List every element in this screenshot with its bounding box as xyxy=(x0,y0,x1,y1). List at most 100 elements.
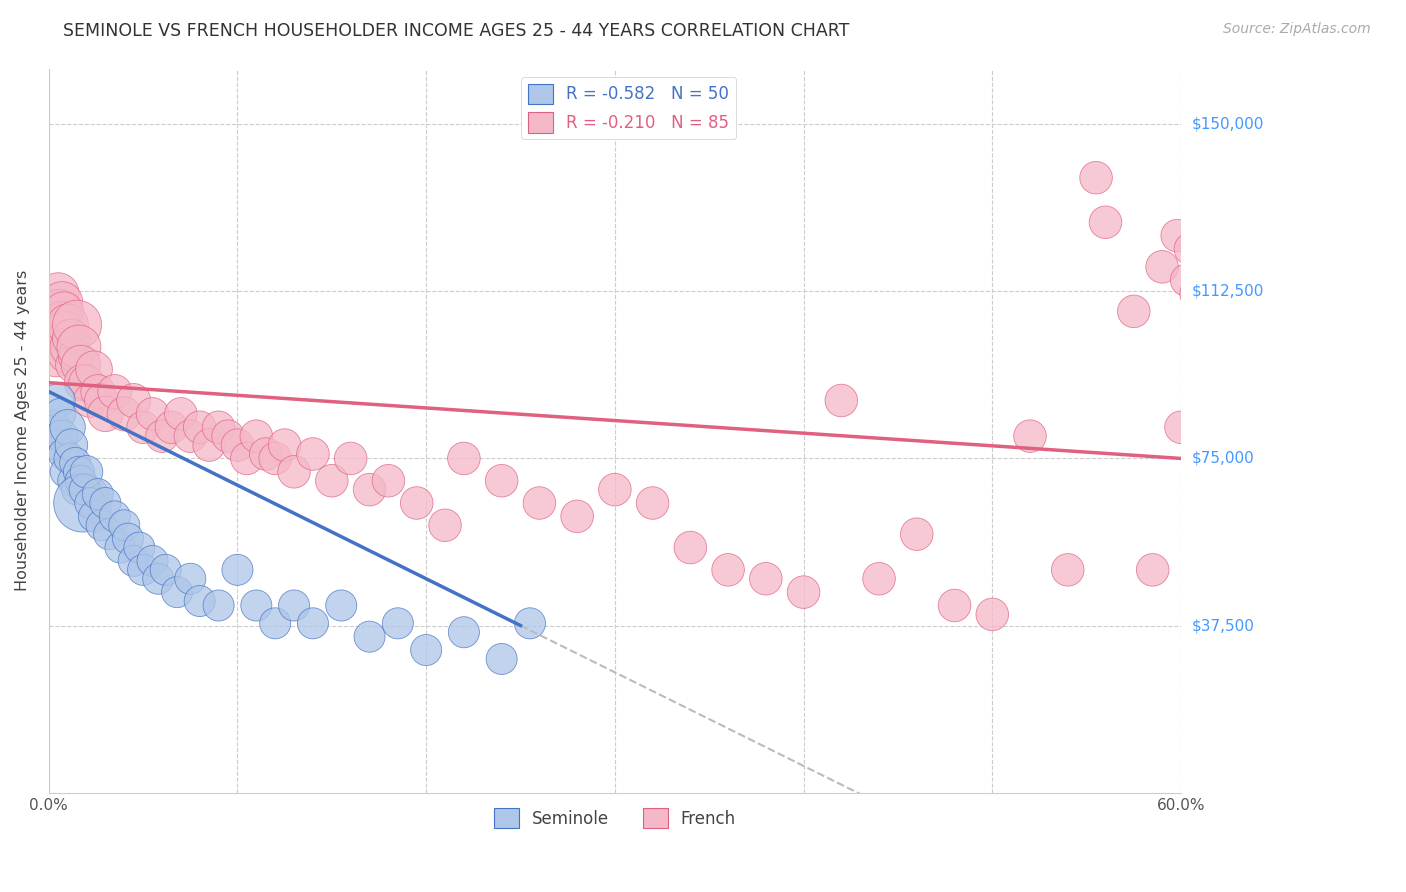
Text: Source: ZipAtlas.com: Source: ZipAtlas.com xyxy=(1223,22,1371,37)
Point xyxy=(170,407,193,421)
Point xyxy=(226,563,249,577)
Point xyxy=(868,572,890,586)
Point xyxy=(132,563,155,577)
Point xyxy=(330,599,353,613)
Point xyxy=(62,474,84,488)
Point xyxy=(1122,304,1144,318)
Point xyxy=(94,496,117,510)
Point xyxy=(52,447,75,461)
Point xyxy=(79,496,101,510)
Point xyxy=(87,384,110,399)
Text: $75,000: $75,000 xyxy=(1192,451,1254,466)
Point xyxy=(56,420,79,434)
Point xyxy=(72,376,94,390)
Point xyxy=(453,451,475,466)
Point xyxy=(1166,228,1188,243)
Point xyxy=(981,607,1004,622)
Point xyxy=(755,572,778,586)
Point xyxy=(132,420,155,434)
Point xyxy=(66,318,89,332)
Point xyxy=(69,358,91,372)
Point xyxy=(245,429,267,443)
Point xyxy=(387,616,409,631)
Point xyxy=(1056,563,1078,577)
Point xyxy=(188,594,211,608)
Point xyxy=(51,429,73,443)
Point xyxy=(434,518,457,533)
Point xyxy=(603,483,626,497)
Point xyxy=(45,349,67,363)
Point xyxy=(79,393,101,408)
Point xyxy=(179,429,201,443)
Text: SEMINOLE VS FRENCH HOUSEHOLDER INCOME AGES 25 - 44 YEARS CORRELATION CHART: SEMINOLE VS FRENCH HOUSEHOLDER INCOME AG… xyxy=(63,22,849,40)
Point xyxy=(55,331,77,345)
Point xyxy=(179,572,201,586)
Point xyxy=(905,527,928,541)
Point xyxy=(198,438,221,452)
Point xyxy=(641,496,664,510)
Point xyxy=(207,420,229,434)
Point xyxy=(67,465,90,479)
Y-axis label: Householder Income Ages 25 - 44 years: Householder Income Ages 25 - 44 years xyxy=(15,270,30,591)
Point xyxy=(56,318,79,332)
Point xyxy=(188,420,211,434)
Point xyxy=(98,527,121,541)
Point xyxy=(793,585,815,599)
Point xyxy=(1175,273,1198,287)
Text: $37,500: $37,500 xyxy=(1192,618,1256,633)
Point xyxy=(104,384,127,399)
Point xyxy=(46,393,69,408)
Point xyxy=(62,358,84,372)
Point xyxy=(264,616,287,631)
Point xyxy=(160,420,183,434)
Point xyxy=(207,599,229,613)
Point xyxy=(112,407,135,421)
Point xyxy=(141,407,163,421)
Point xyxy=(87,487,110,501)
Point xyxy=(491,474,513,488)
Point xyxy=(55,465,77,479)
Point xyxy=(76,376,98,390)
Point xyxy=(122,554,145,568)
Point xyxy=(283,599,305,613)
Point xyxy=(112,518,135,533)
Point xyxy=(63,349,86,363)
Point xyxy=(236,451,259,466)
Point xyxy=(46,304,69,318)
Point xyxy=(302,616,325,631)
Point xyxy=(44,318,66,332)
Point xyxy=(1185,286,1208,301)
Legend: Seminole, French: Seminole, French xyxy=(486,801,742,835)
Point xyxy=(359,483,381,497)
Point xyxy=(51,295,73,310)
Text: $150,000: $150,000 xyxy=(1192,117,1264,132)
Point xyxy=(1170,420,1192,434)
Point xyxy=(1198,215,1220,229)
Point xyxy=(67,340,90,354)
Point xyxy=(1204,197,1226,211)
Point xyxy=(302,447,325,461)
Point xyxy=(491,652,513,666)
Point xyxy=(69,474,91,488)
Point xyxy=(73,483,96,497)
Point xyxy=(72,496,94,510)
Point xyxy=(49,407,72,421)
Point xyxy=(519,616,541,631)
Point xyxy=(94,407,117,421)
Point xyxy=(339,451,361,466)
Point xyxy=(45,438,67,452)
Point xyxy=(117,532,139,546)
Point xyxy=(377,474,399,488)
Point xyxy=(104,509,127,524)
Point xyxy=(565,509,588,524)
Point xyxy=(52,304,75,318)
Point xyxy=(273,438,295,452)
Point xyxy=(1085,170,1108,185)
Point xyxy=(415,643,437,657)
Point xyxy=(830,393,852,408)
Point xyxy=(90,518,112,533)
Point xyxy=(76,465,98,479)
Point xyxy=(1192,184,1215,198)
Point xyxy=(245,599,267,613)
Point xyxy=(122,393,145,408)
